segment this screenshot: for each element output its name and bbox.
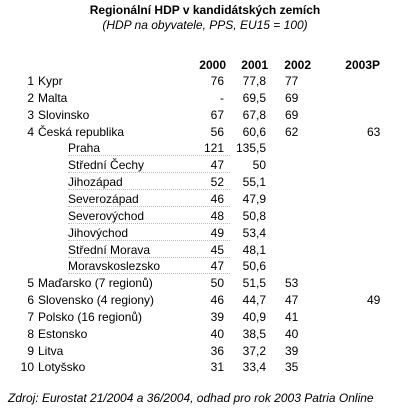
region-name: Jihozápad bbox=[68, 175, 230, 191]
country-name: Slovinsko bbox=[38, 107, 90, 122]
cell: 50,8 bbox=[242, 208, 266, 223]
cell: 36 bbox=[210, 343, 224, 358]
country-name: Slovensko (4 regiony) bbox=[38, 293, 155, 308]
cell: 49 bbox=[367, 293, 381, 308]
cell: 47,9 bbox=[242, 191, 266, 206]
cell: 45 bbox=[210, 242, 224, 257]
cell: 53,4 bbox=[242, 225, 266, 240]
rank: 10 bbox=[20, 360, 34, 375]
cell: 56 bbox=[210, 124, 224, 139]
cell: 69 bbox=[285, 107, 299, 122]
country-name: Česká republika bbox=[38, 124, 125, 139]
region-name: Střední Čechy bbox=[68, 158, 230, 174]
source: Zdroj: Eurostat 21/2004 a 36/2004, odhad… bbox=[8, 391, 374, 405]
cell: 39 bbox=[285, 343, 299, 358]
cell: 48,1 bbox=[242, 242, 266, 257]
cell: 51,5 bbox=[242, 276, 266, 291]
cell: 35 bbox=[285, 360, 299, 375]
country-name: Estonsko bbox=[38, 326, 88, 341]
cell: 53 bbox=[285, 276, 299, 291]
rank: 2 bbox=[27, 90, 34, 105]
cell: 69 bbox=[285, 90, 299, 105]
cell: 62 bbox=[285, 124, 299, 139]
region-name: Jihovýchod bbox=[68, 226, 230, 241]
cell: - bbox=[220, 90, 224, 105]
title: Regionální HDP v kandidátských zemích bbox=[89, 3, 321, 17]
cell: 40,9 bbox=[242, 309, 266, 324]
cell: 40 bbox=[285, 326, 299, 341]
rank: 5 bbox=[27, 276, 34, 291]
cell: 50 bbox=[210, 276, 224, 291]
cell: 39 bbox=[210, 309, 224, 324]
cell: 38,5 bbox=[242, 326, 266, 341]
region-name: Severovýchod bbox=[68, 209, 230, 224]
column-header: 2003P bbox=[345, 58, 380, 72]
cell: 135,5 bbox=[235, 141, 266, 156]
cell: 121 bbox=[203, 141, 224, 156]
cell: 33,4 bbox=[242, 360, 266, 375]
country-name: Litva bbox=[38, 343, 64, 358]
cell: 47 bbox=[210, 259, 224, 274]
cell: 44,7 bbox=[242, 293, 266, 308]
cell: 67,8 bbox=[242, 107, 266, 122]
subtitle: (HDP na obyvatele, PPS, EU15 = 100) bbox=[102, 18, 308, 32]
country-name: Lotyšsko bbox=[38, 360, 86, 375]
cell: 50,6 bbox=[242, 259, 266, 274]
cell: 46 bbox=[210, 293, 224, 308]
region-name: Severozápad bbox=[68, 192, 230, 207]
column-header: 2002 bbox=[284, 58, 311, 72]
column-header: 2001 bbox=[241, 58, 268, 72]
cell: 49 bbox=[210, 225, 224, 240]
cell: 60,6 bbox=[242, 124, 266, 139]
country-name: Polsko (16 regionů) bbox=[38, 309, 143, 324]
cell: 55,1 bbox=[242, 175, 266, 190]
cell: 47 bbox=[210, 158, 224, 173]
country-name: Maďarsko (7 regionů) bbox=[38, 276, 153, 291]
rank: 7 bbox=[27, 309, 34, 324]
cell: 77,8 bbox=[242, 74, 266, 88]
cell: 50 bbox=[252, 158, 266, 173]
cell: 46 bbox=[210, 191, 224, 206]
cell: 76 bbox=[210, 74, 224, 88]
cell: 77 bbox=[285, 74, 299, 88]
region-name: Praha bbox=[68, 141, 230, 157]
cell: 41 bbox=[285, 309, 299, 324]
column-header: 2000 bbox=[199, 58, 226, 72]
region-name: Střední Morava bbox=[68, 243, 230, 258]
cell: 63 bbox=[367, 124, 381, 139]
rank: 8 bbox=[27, 326, 34, 341]
rank: 3 bbox=[27, 107, 34, 122]
rank: 6 bbox=[27, 293, 34, 308]
region-name: Moravskoslezsko bbox=[68, 259, 230, 275]
cell: 40 bbox=[210, 326, 224, 341]
country-name: Kypr bbox=[38, 74, 63, 88]
cell: 52 bbox=[210, 175, 224, 190]
rank: 4 bbox=[27, 124, 34, 139]
cell: 37,2 bbox=[242, 343, 266, 358]
cell: 67 bbox=[210, 107, 224, 122]
rank: 9 bbox=[27, 343, 34, 358]
cell: 69,5 bbox=[242, 90, 266, 105]
country-name: Malta bbox=[38, 90, 68, 105]
cell: 47 bbox=[285, 293, 299, 308]
cell: 48 bbox=[210, 208, 224, 223]
cell: 31 bbox=[210, 360, 224, 375]
rank: 1 bbox=[27, 74, 34, 88]
